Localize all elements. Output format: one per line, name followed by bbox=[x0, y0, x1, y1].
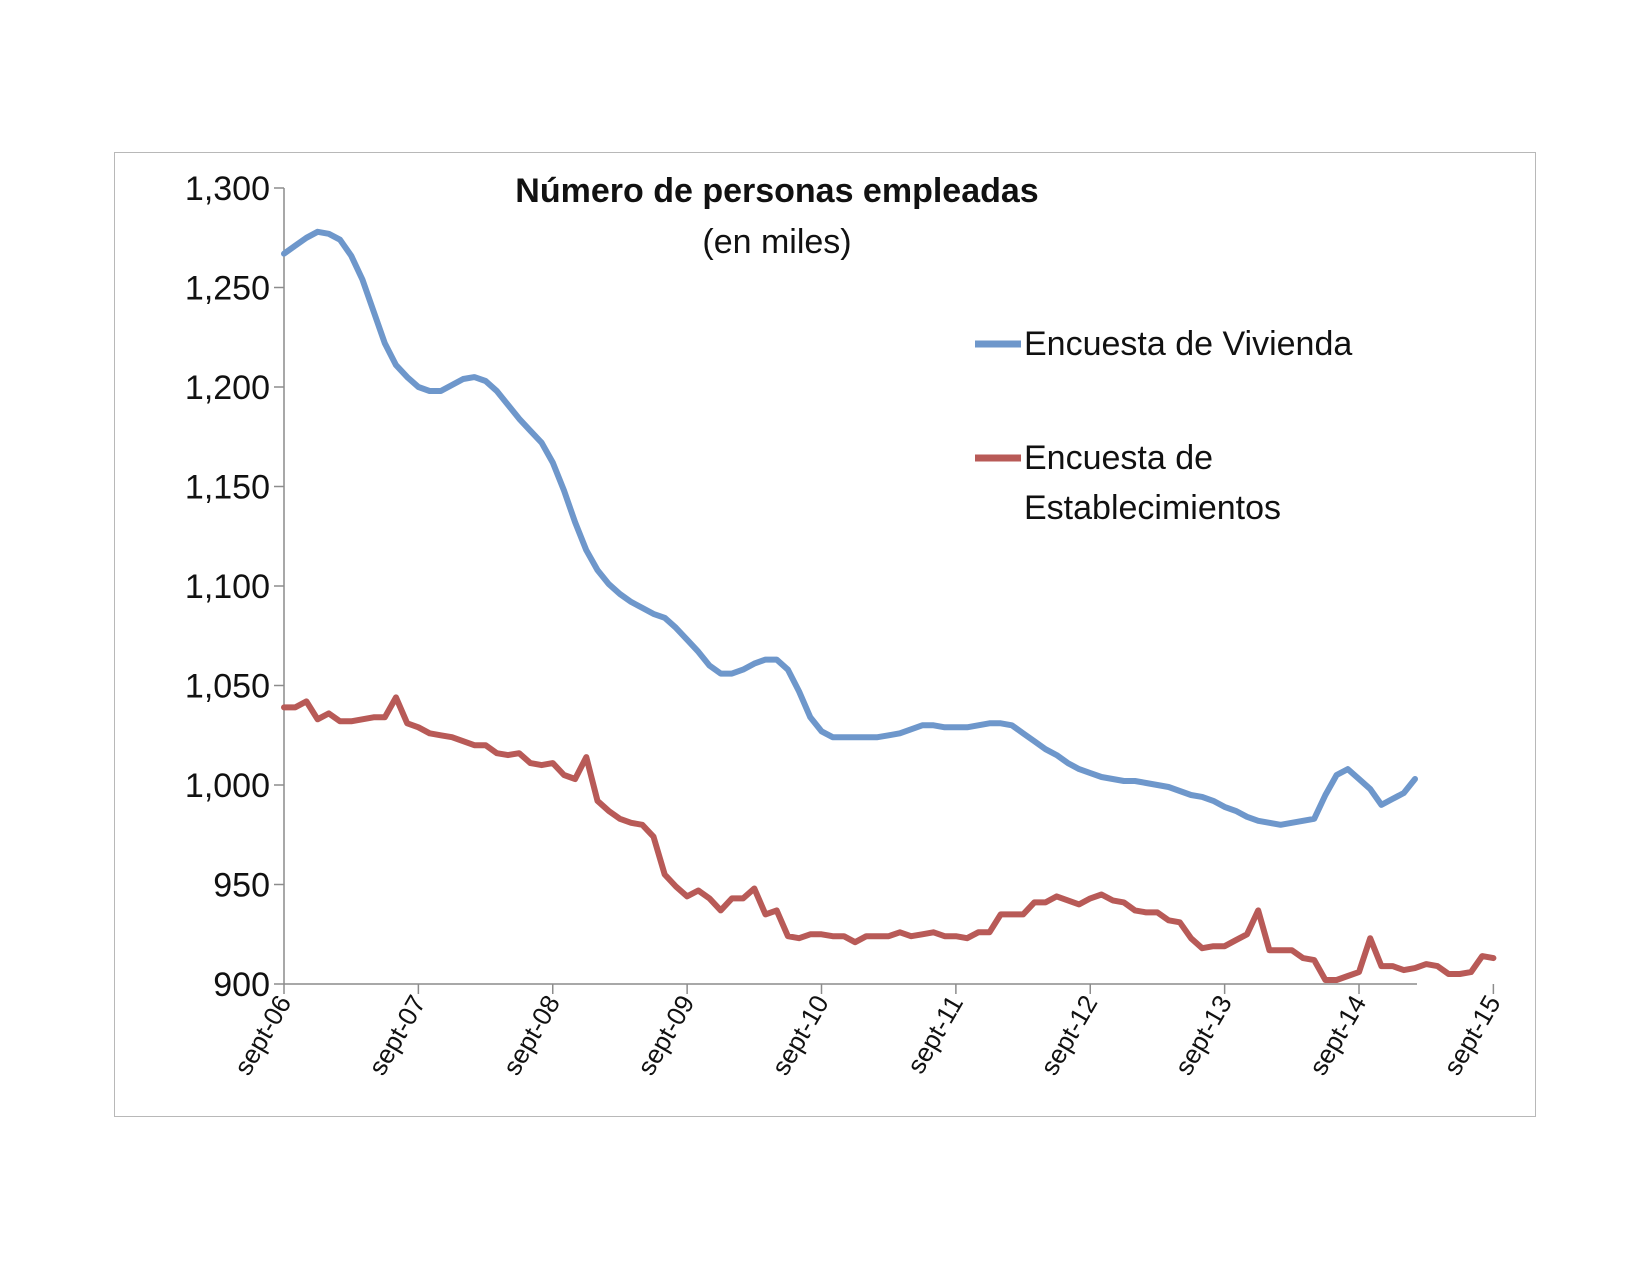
y-tick-label: 950 bbox=[213, 867, 270, 905]
line-chart: Número de personas empleadas (en miles) … bbox=[185, 170, 1507, 1080]
x-tick-label: sept-11 bbox=[901, 990, 969, 1078]
chart-subtitle: (en miles) bbox=[702, 223, 851, 261]
y-tick-label: 1,050 bbox=[185, 668, 270, 706]
y-tick-label: 1,150 bbox=[185, 469, 270, 507]
chart-frame: Número de personas empleadas (en miles) … bbox=[114, 152, 1536, 1117]
legend: Encuesta de Vivienda Encuesta de Establec… bbox=[975, 325, 1352, 527]
series-line-vivienda bbox=[281, 228, 1418, 828]
series-line-establecimientos bbox=[281, 694, 1497, 983]
x-tick-label: sept-08 bbox=[497, 990, 566, 1080]
x-axis: sept-06 sept-07 sept-08 sept-09 sept-10 sept-… bbox=[228, 983, 1507, 1080]
x-tick-label: sept-12 bbox=[1034, 990, 1103, 1080]
x-tick-label: sept-07 bbox=[362, 990, 431, 1080]
x-tick-label: sept-15 bbox=[1437, 990, 1506, 1080]
chart-title: Número de personas empleadas bbox=[515, 172, 1038, 210]
y-tick-label: 1,100 bbox=[185, 568, 270, 606]
y-tick-label: 1,300 bbox=[185, 170, 270, 208]
legend-label-vivienda: Encuesta de Vivienda bbox=[1024, 325, 1352, 363]
y-tick-label: 1,250 bbox=[185, 270, 270, 308]
legend-label-establecimientos: Encuesta de Establecimientos bbox=[1024, 439, 1281, 527]
x-tick-label: sept-13 bbox=[1168, 990, 1237, 1080]
y-tick-label: 1,200 bbox=[185, 369, 270, 407]
series-layer bbox=[281, 228, 1497, 983]
x-tick-label: sept-09 bbox=[631, 990, 700, 1080]
y-tick-label: 900 bbox=[213, 966, 270, 1004]
y-axis: 1,300 1,250 1,200 1,150 1,100 1,050 1,000 950 90… bbox=[185, 170, 285, 1004]
y-tick-label: 1,000 bbox=[185, 767, 270, 805]
x-tick-label: sept-10 bbox=[765, 990, 834, 1080]
x-tick-label: sept-14 bbox=[1303, 990, 1372, 1080]
